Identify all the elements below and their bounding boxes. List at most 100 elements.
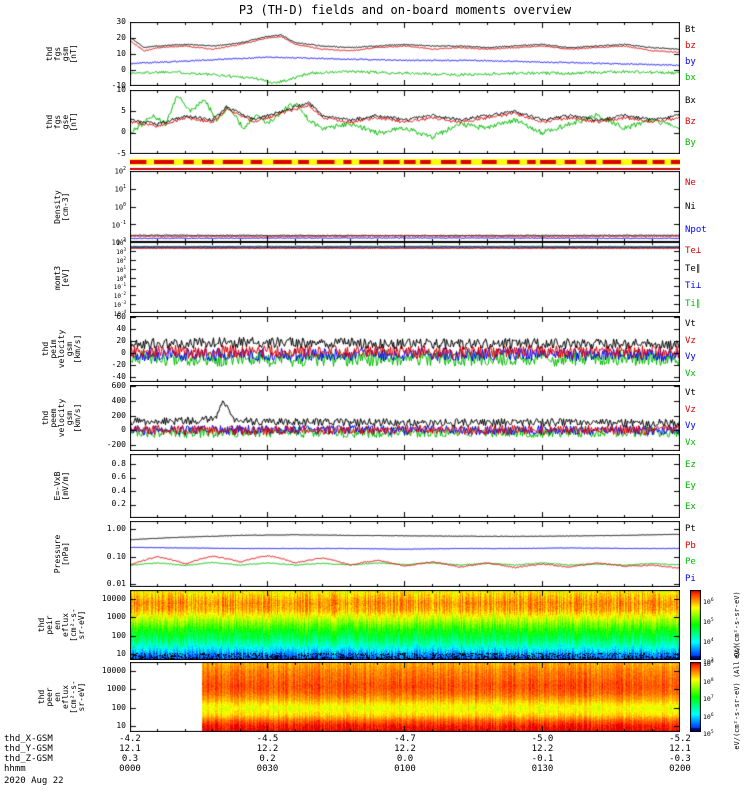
- y-tick-label: 20: [116, 32, 126, 42]
- y-tick-label: 0.4: [111, 485, 126, 495]
- y-tick-label: 20: [116, 336, 126, 345]
- colorbar-tick-label: 108: [703, 677, 714, 686]
- ion-spectrogram-plot: [130, 590, 680, 660]
- trace-label-Pb: Pb: [685, 540, 696, 551]
- trace-label-Vt: Vt: [685, 319, 696, 330]
- axis-tick-value: 12.1: [669, 744, 691, 754]
- trace-label-Vy: Vy: [685, 421, 696, 432]
- fgs-gse-plot: [130, 90, 680, 154]
- footer-row-label: hhmm: [4, 764, 26, 774]
- trace-label-Te: Te⊥: [685, 245, 702, 256]
- axis-tick-value: -0.1: [531, 754, 554, 764]
- y-tick-label: -5: [116, 148, 126, 158]
- trace-label-Bt: Bt: [685, 25, 696, 35]
- footer-row-label: thd_Y-GSM: [4, 744, 53, 754]
- axis-tick-value: 12.1: [119, 744, 141, 754]
- axis-tick-value: -0.3: [669, 754, 691, 764]
- trace-label-Vz: Vz: [685, 335, 696, 346]
- density-ylabel: Density [cm-3]: [53, 189, 70, 224]
- trace-label-Ne: Ne: [685, 177, 696, 188]
- y-tick-label: -40: [111, 372, 126, 381]
- y-tick-label: 600: [111, 381, 126, 391]
- axis-tick-value: 12.2: [531, 744, 554, 754]
- footer-date: 2020 Aug 22: [4, 776, 64, 786]
- y-tick-label: 10-3: [113, 300, 126, 310]
- electron-velocity-plot: [130, 385, 680, 451]
- axis-tick-value: -4.5: [256, 734, 279, 744]
- trace-label-Vy: Vy: [685, 352, 696, 363]
- y-tick-label: 60: [116, 312, 126, 321]
- y-tick-label: 10: [116, 84, 126, 94]
- trace-label-Vt: Vt: [685, 388, 696, 399]
- y-tick-label: 10: [116, 721, 126, 731]
- trace-label-Vx: Vx: [685, 368, 696, 379]
- y-tick-label: 100: [114, 201, 126, 212]
- trace-label-Te: Te∥: [685, 263, 701, 274]
- electron-spectrogram-plot: [130, 662, 680, 732]
- trace-label-Ti: Ti∥: [685, 299, 701, 310]
- y-tick-label: 0.10: [106, 551, 126, 561]
- temperature-ylabel: momt3 [eV]: [53, 265, 70, 290]
- y-tick-label: 0.8: [111, 458, 126, 468]
- axis-tick-value: 12.2: [256, 744, 279, 754]
- axis-tick-value: 0.0: [396, 754, 414, 764]
- y-tick-label: 101: [116, 264, 126, 274]
- density-plot: [130, 171, 680, 242]
- y-tick-label: 0.01: [106, 579, 126, 589]
- axis-tick-value: 0200: [669, 764, 691, 774]
- trace-label-Ti: Ti⊥: [685, 281, 702, 292]
- axis-tick-value: 0.3: [121, 754, 139, 764]
- y-tick-label: 10000: [101, 665, 126, 675]
- y-tick-label: 100: [111, 630, 126, 640]
- ion-spectrogram-colorbar: [690, 590, 701, 660]
- electron-spectrogram-ylabel: thd peer en eflux [cm²-s- sr-eV]: [37, 680, 86, 714]
- footer-row-label: thd_Z-GSM: [4, 754, 53, 764]
- y-tick-label: 10-1: [113, 282, 126, 292]
- y-tick-label: 102: [114, 166, 126, 176]
- y-tick-label: 0: [121, 425, 126, 435]
- ion-velocity-plot: [130, 316, 680, 382]
- y-tick-label: 1000: [106, 684, 126, 694]
- electron-spectrogram-colorbar-unit: eV/(cm²-s-sr-eV) (All Qs): [733, 644, 741, 750]
- fgs-gsm-plot: [130, 22, 680, 86]
- y-tick-label: 0: [121, 348, 126, 357]
- trace-label-Npot: Npot: [685, 225, 707, 236]
- trace-label-Pi: Pi: [685, 573, 696, 584]
- colorbar-tick-label: 109: [703, 660, 714, 669]
- colorbar-tick-label: 103: [703, 658, 714, 667]
- y-tick-label: 101: [114, 184, 126, 194]
- trace-label-By: By: [685, 138, 696, 149]
- y-tick-label: 0.6: [111, 472, 126, 482]
- axis-tick-value: -5.0: [531, 734, 554, 744]
- trace-label-Bz: Bz: [685, 117, 696, 127]
- axis-tick-value: 12.2: [394, 744, 416, 754]
- axis-tick-value: 0030: [256, 764, 279, 774]
- flags-plot: [130, 158, 680, 171]
- electron-velocity-ylabel: thd peem velocity gsm [km/s]: [41, 398, 82, 438]
- pressure-ylabel: Pressure [nPa]: [53, 534, 70, 574]
- y-tick-label: -200: [106, 439, 126, 449]
- electron-spectrogram-colorbar: [690, 662, 701, 732]
- y-tick-label: 0: [121, 64, 126, 74]
- efield-ylabel: E=-VxB [mV/m]: [53, 471, 70, 501]
- fgs-gsm-ylabel: thd fgs gsm [nT]: [45, 44, 78, 64]
- trace-label-by: by: [685, 57, 696, 67]
- y-tick-label: 40: [116, 324, 126, 333]
- y-tick-label: 5: [121, 106, 126, 116]
- colorbar-tick-label: 105: [703, 730, 714, 739]
- axis-tick-value: -4.2: [119, 734, 141, 744]
- y-tick-label: 0.2: [111, 499, 126, 509]
- axis-tick-value: -4.7: [394, 734, 416, 744]
- trace-label-Ey: Ey: [685, 481, 696, 491]
- colorbar-tick-label: 105: [703, 618, 714, 627]
- trace-label-Vx: Vx: [685, 437, 696, 448]
- y-tick-label: -20: [111, 360, 126, 369]
- colorbar-tick-label: 106: [703, 712, 714, 721]
- fgs-gse-ylabel: thd fgs gse [nT]: [45, 112, 78, 132]
- y-tick-label: 10-2: [111, 237, 126, 247]
- colorbar-tick-label: 107: [703, 695, 714, 704]
- temperature-plot: [130, 242, 680, 313]
- trace-label-Bx: Bx: [685, 95, 696, 106]
- y-tick-label: 103: [116, 246, 126, 256]
